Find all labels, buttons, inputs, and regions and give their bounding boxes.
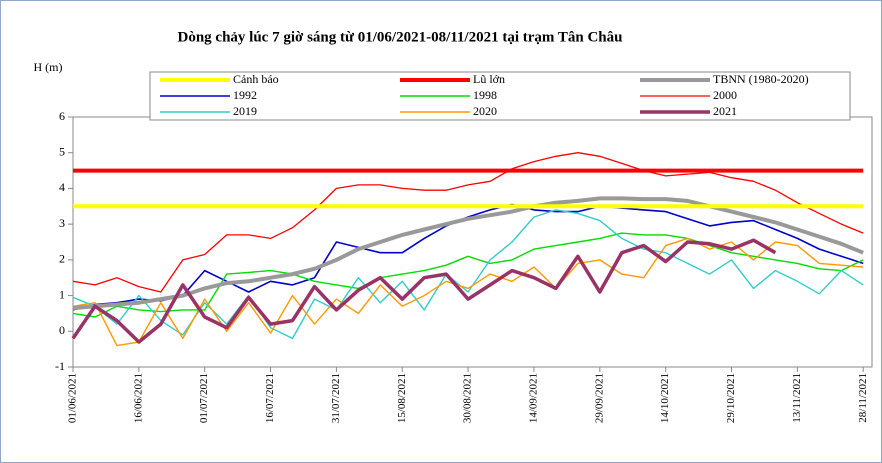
legend-box	[149, 71, 851, 121]
x-tick-label: 01/06/2021	[67, 373, 79, 423]
legend-label: TBNN (1980-2020)	[713, 72, 809, 86]
x-tick-label: 28/11/2021	[857, 373, 869, 423]
y-tick-label: 2	[59, 252, 65, 266]
series-line	[72, 209, 864, 340]
legend-label: 2021	[713, 104, 737, 118]
legend-label: 1992	[233, 88, 257, 102]
x-tick-label: 01/07/2021	[198, 373, 210, 423]
x-tick-label: 29/09/2021	[593, 373, 605, 423]
series-line	[72, 152, 864, 293]
y-tick-label: 6	[59, 109, 65, 123]
y-tick-label: 1	[59, 287, 65, 301]
legend-label: 1998	[473, 88, 497, 102]
y-axis-label: H (m)	[34, 60, 63, 74]
legend-label: Lũ lớn	[473, 72, 505, 86]
x-tick-label: 31/07/2021	[330, 373, 342, 423]
legend-label: 2000	[713, 88, 737, 102]
y-tick-label: 4	[59, 180, 65, 194]
x-tick-label: 14/10/2021	[659, 373, 671, 423]
series-line	[72, 237, 864, 347]
legend-label: Cảnh báo	[233, 72, 279, 86]
series-line	[72, 196, 864, 311]
chart-title: Dòng chảy lúc 7 giờ sáng từ 01/06/2021-0…	[178, 29, 623, 45]
y-tick-label: -1	[55, 359, 65, 373]
x-tick-label: 30/08/2021	[462, 373, 474, 423]
legend-label: 2020	[473, 104, 497, 118]
x-tick-label: 29/10/2021	[725, 373, 737, 423]
y-tick-label: 0	[59, 323, 65, 337]
x-tick-label: 15/08/2021	[396, 373, 408, 423]
y-tick-label: 5	[59, 144, 65, 158]
series-line	[72, 232, 864, 318]
x-tick-label: 16/07/2021	[264, 373, 276, 423]
x-tick-label: 16/06/2021	[132, 373, 144, 423]
legend-label: 2019	[233, 104, 257, 118]
series-line	[71, 238, 777, 344]
x-tick-label: 13/11/2021	[791, 373, 803, 423]
x-tick-label: 14/09/2021	[527, 373, 539, 423]
y-tick-label: 3	[59, 216, 65, 230]
